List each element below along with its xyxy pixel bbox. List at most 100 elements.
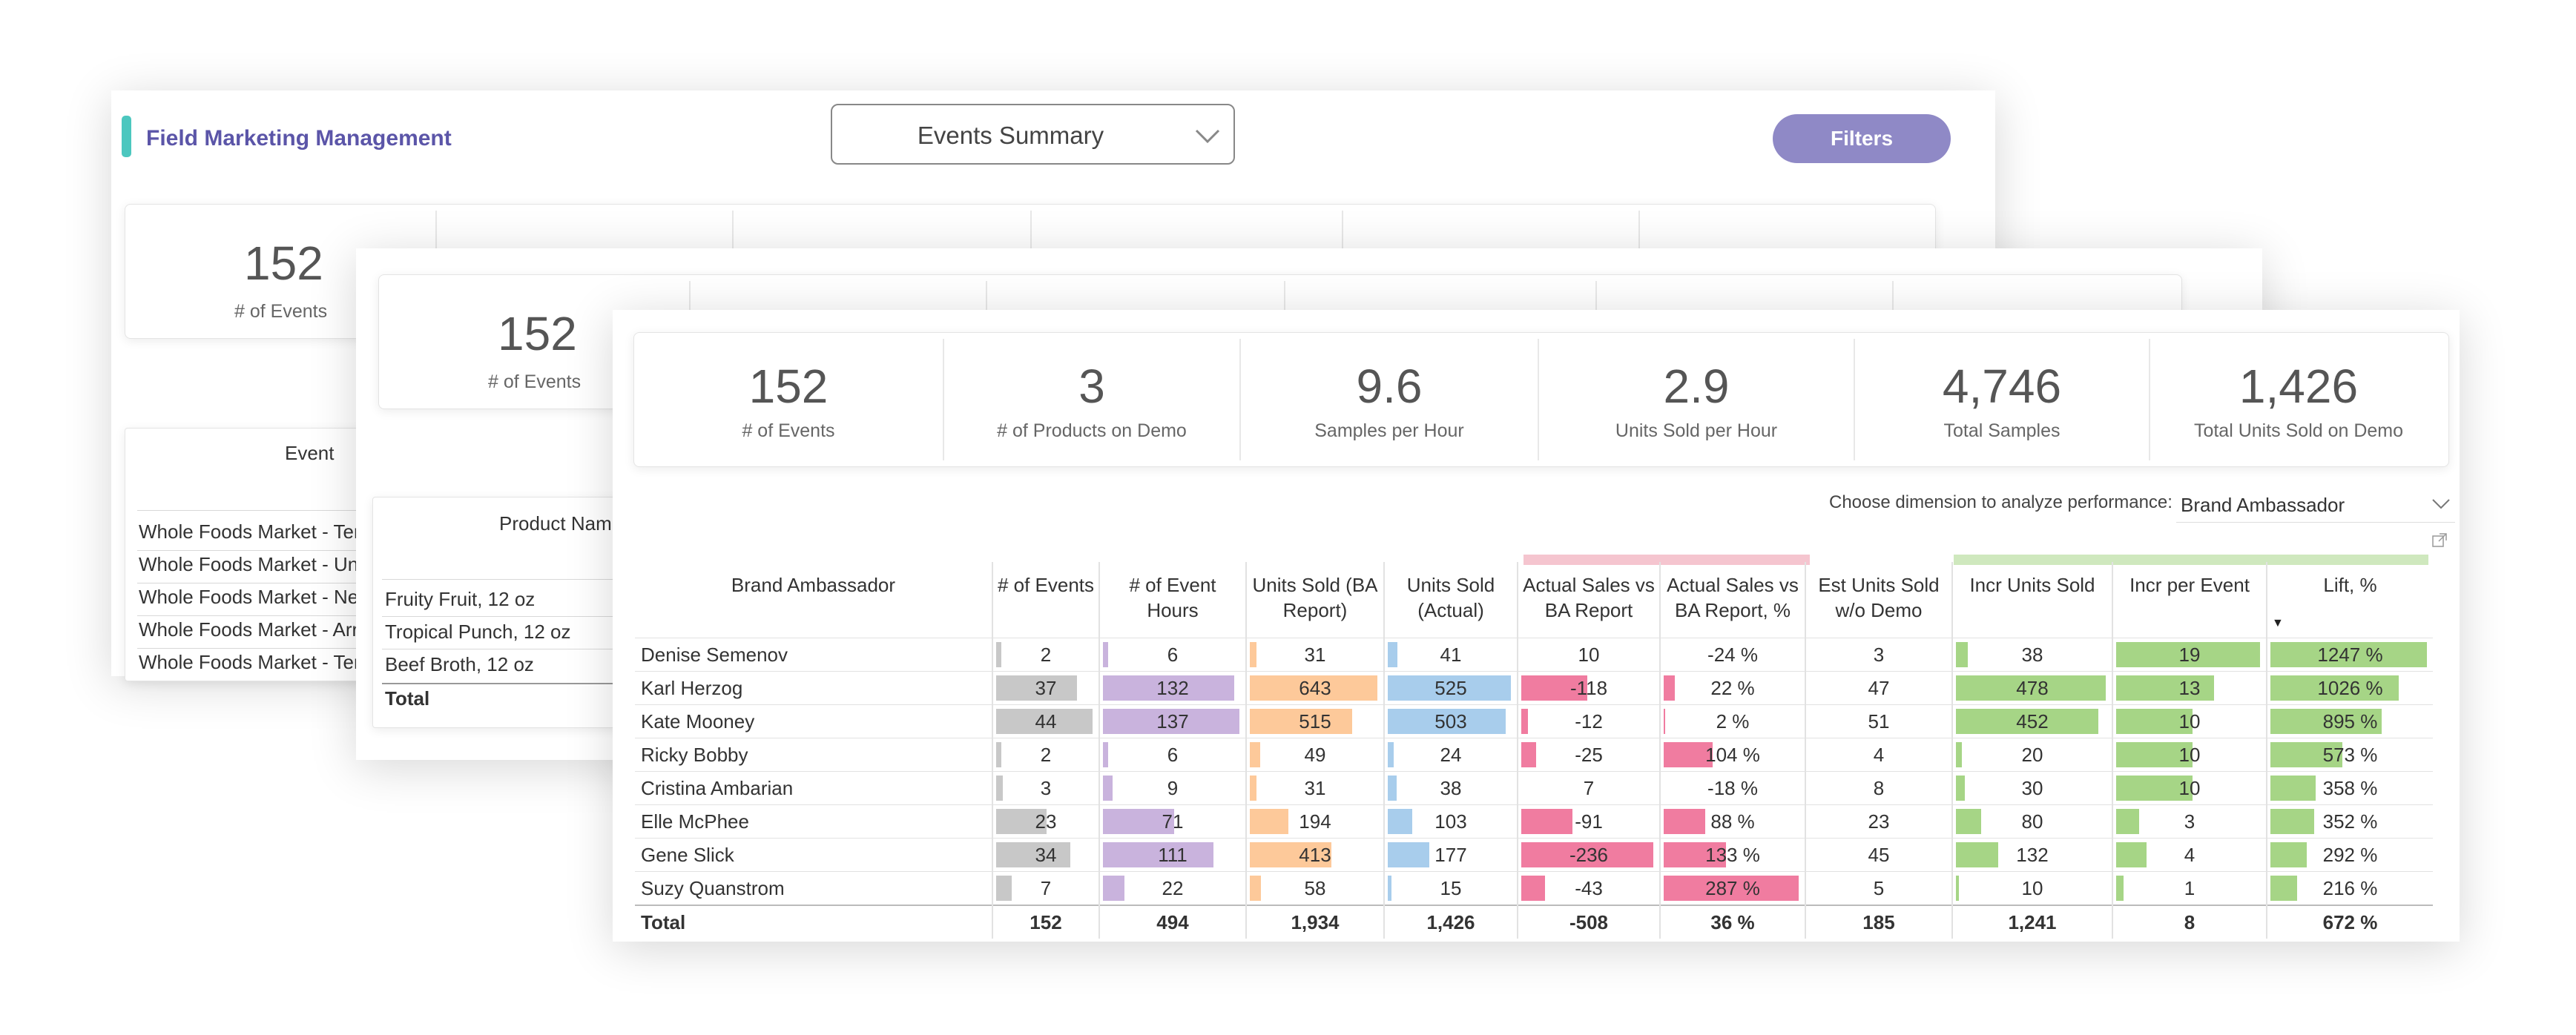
table-row[interactable]: Suzy Quanstrom 7 22 58 15 -43 287 % 5 10 1 216 % <box>635 871 2433 905</box>
data-bar <box>1250 675 1377 701</box>
kpi-events-label: # of Events <box>234 301 328 322</box>
metric-cell: 10 <box>1517 638 1660 672</box>
column-header-events[interactable]: # of Events <box>992 562 1099 638</box>
metric-cell: 413 <box>1245 838 1384 872</box>
cell-value: -18 % <box>1707 776 1758 799</box>
cell-value: 20 <box>2021 743 2043 766</box>
column-header-incr-units[interactable]: Incr Units Sold <box>1951 562 2112 638</box>
metric-cell: 6 <box>1098 738 1246 772</box>
cell-value: 10 <box>1578 643 1600 666</box>
ambassador-name-cell: Suzy Quanstrom <box>635 871 992 905</box>
cell-value: 194 <box>1299 810 1331 833</box>
cell-value: 51 <box>1868 710 1890 733</box>
table-row[interactable]: Cristina Ambarian 3 9 31 38 7 -18 % 8 30 10 358 % <box>635 771 2433 805</box>
ambassador-name-cell: Ricky Bobby <box>635 738 992 772</box>
dimension-dropdown[interactable]: Brand Ambassador <box>2176 483 2455 523</box>
data-bar <box>1250 876 1262 901</box>
table-row[interactable]: Karl Herzog 37 132 643 525 -118 22 % 47 478 13 102… <box>635 671 2433 705</box>
chevron-down-icon <box>2432 499 2450 509</box>
metric-cell: 20 <box>1951 738 2112 772</box>
data-bar <box>2116 876 2124 901</box>
data-bar <box>1521 675 1587 701</box>
data-bar <box>1388 776 1397 801</box>
data-bar <box>2270 842 2307 867</box>
table-row[interactable]: Ricky Bobby 2 6 49 24 -25 104 % 4 20 10 573 % <box>635 738 2433 772</box>
data-bar <box>1956 842 1998 867</box>
metric-cell: 47 <box>1805 671 1952 705</box>
metric-cell: 7 <box>992 871 1099 905</box>
total-value-cell: 8 <box>2112 905 2267 939</box>
metric-cell: 38 <box>1383 771 1518 805</box>
filters-button-label: Filters <box>1830 127 1894 150</box>
data-bar <box>1521 742 1536 767</box>
cell-value: 216 % <box>2322 876 2378 899</box>
column-header-actual-vs-ba[interactable]: Actual Sales vs BA Report <box>1517 562 1660 638</box>
data-bar <box>1521 709 1528 734</box>
metric-cell: 49 <box>1245 738 1384 772</box>
cell-value: 478 <box>2016 676 2049 699</box>
metric-cell: 45 <box>1805 838 1952 872</box>
column-header-actual-vs-ba-pct[interactable]: Actual Sales vs BA Report, % <box>1659 562 1805 638</box>
view-select-dropdown[interactable]: Events Summary <box>831 104 1235 165</box>
metric-cell: 31 <box>1245 638 1384 672</box>
cell-value: -236 <box>1569 843 1609 866</box>
data-bar <box>1103 776 1113 801</box>
metric-cell: 22 % <box>1659 671 1805 705</box>
cell-value: 5 <box>1873 876 1885 899</box>
cell-value: 23 <box>1035 810 1057 833</box>
table-row[interactable]: Gene Slick 34 111 413 177 -236 133 % 45 132 4 292 … <box>635 838 2433 872</box>
metric-cell: 5 <box>1805 871 1952 905</box>
lift-header-label: Lift, % <box>2323 574 2377 596</box>
data-bar <box>1664 842 1726 867</box>
cell-value: 413 <box>1299 843 1331 866</box>
data-bar <box>2270 809 2315 834</box>
metric-cell: 177 <box>1383 838 1518 872</box>
column-header-units-sold-ba[interactable]: Units Sold (BA Report) <box>1245 562 1384 638</box>
cell-value: 3 <box>1873 643 1885 666</box>
column-header-lift[interactable]: Lift, % ▼ <box>2266 562 2433 638</box>
metric-cell: 19 <box>2112 638 2267 672</box>
metric-cell: 3 <box>2112 804 2267 839</box>
cell-value: 643 <box>1299 676 1331 699</box>
data-bar <box>1664 876 1799 901</box>
table-row[interactable]: Kate Mooney 44 137 515 503 -12 2 % 51 452 10 895 % <box>635 704 2433 738</box>
filters-button[interactable]: Filters <box>1773 114 1951 163</box>
cell-value: 58 <box>1304 876 1326 899</box>
kpi-products-on-demo: 3 # of Products on Demo <box>944 333 1239 466</box>
metric-cell: 287 % <box>1659 871 1805 905</box>
column-header-event-hours[interactable]: # of Event Hours <box>1098 562 1246 638</box>
metric-cell: 30 <box>1951 771 2112 805</box>
cell-value: 10 <box>2021 876 2043 899</box>
metric-cell: 137 <box>1098 704 1246 738</box>
metric-cell: 13 <box>2112 671 2267 705</box>
data-bar <box>1103 675 1234 701</box>
data-bar <box>1664 809 1706 834</box>
metric-cell: 3 <box>1805 638 1952 672</box>
table-row[interactable]: Elle McPhee 23 71 194 103 -91 88 % 23 80 3 352 % <box>635 804 2433 839</box>
cell-value: 8 <box>1873 776 1885 799</box>
metric-cell: 104 % <box>1659 738 1805 772</box>
metric-cell: -236 <box>1517 838 1660 872</box>
cell-value: 6 <box>1167 743 1179 766</box>
cell-value: 1247 % <box>2317 643 2383 666</box>
data-bar <box>1956 709 2098 734</box>
kpi-events-label: # of Events <box>488 371 582 392</box>
column-header-incr-per-event[interactable]: Incr per Event <box>2112 562 2267 638</box>
column-header-units-sold-actual[interactable]: Units Sold (Actual) <box>1383 562 1518 638</box>
table-row[interactable]: Denise Semenov 2 6 31 41 10 -24 % 3 38 19 1247 % <box>635 638 2433 672</box>
cell-value: Karl Herzog <box>641 676 743 699</box>
expand-icon[interactable] <box>2431 532 2448 549</box>
data-bar <box>1388 742 1394 767</box>
metric-cell: 478 <box>1951 671 2112 705</box>
cell-value: 2 <box>1040 743 1052 766</box>
metric-cell: 22 <box>1098 871 1246 905</box>
cell-value: Suzy Quanstrom <box>641 876 785 899</box>
metric-cell: 133 % <box>1659 838 1805 872</box>
metric-cell: 58 <box>1245 871 1384 905</box>
event-row: Whole Foods Market - Ter <box>139 520 360 543</box>
total-value-cell: 1,241 <box>1951 905 2112 939</box>
data-bar <box>996 742 1001 767</box>
column-header-brand-ambassador[interactable]: Brand Ambassador <box>731 574 896 596</box>
column-header-est-units[interactable]: Est Units Sold w/o Demo <box>1805 562 1952 638</box>
ambassador-name-cell: Denise Semenov <box>635 638 992 672</box>
